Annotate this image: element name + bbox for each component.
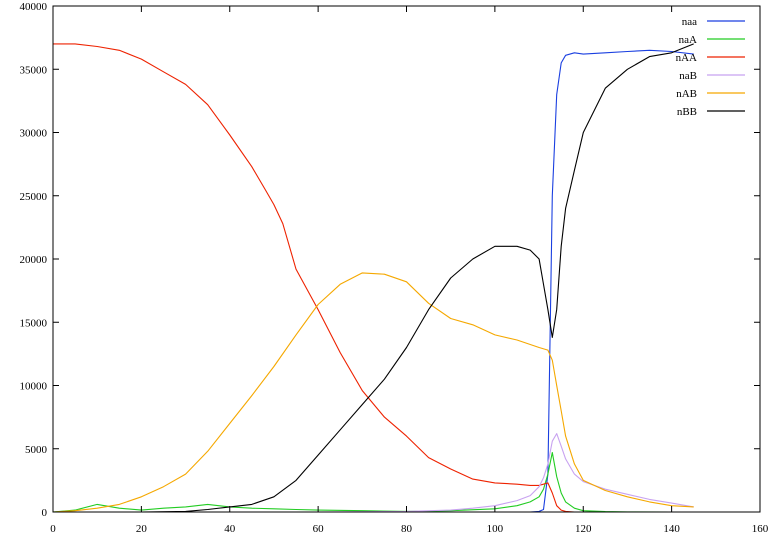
legend-label-nAB: nAB bbox=[676, 88, 697, 100]
legend-label-nAA: nAA bbox=[676, 52, 697, 64]
y-tick-label: 0 bbox=[42, 507, 48, 519]
series-line-nBB bbox=[53, 43, 694, 513]
x-tick-label: 120 bbox=[575, 523, 592, 535]
ticks-layer: 0 20 40 60 80 100 120 140 160 0 5000 10000 15000 2000… bbox=[20, 1, 769, 535]
series-line-nAA bbox=[53, 43, 606, 513]
y-tick-label: 30000 bbox=[20, 128, 48, 140]
y-tick-label: 10000 bbox=[20, 381, 48, 393]
y-tick-label: 35000 bbox=[20, 64, 48, 76]
series-line-naB bbox=[53, 433, 694, 513]
x-tick-label: 0 bbox=[50, 523, 56, 535]
y-tick-label: 5000 bbox=[25, 444, 48, 456]
series-line-naA bbox=[52, 451, 694, 513]
legend: naa naA nAA naB nAB nBB bbox=[676, 16, 745, 118]
y-tick-label: 20000 bbox=[20, 254, 48, 266]
series-layer bbox=[52, 43, 694, 513]
y-tick-label: 25000 bbox=[20, 191, 48, 203]
legend-label-nBB: nBB bbox=[677, 106, 697, 118]
legend-label-naa: naa bbox=[682, 16, 697, 28]
y-tick-label: 15000 bbox=[20, 317, 48, 329]
series-line-naa bbox=[53, 49, 694, 513]
x-tick-label: 140 bbox=[663, 523, 680, 535]
y-tick-label: 40000 bbox=[20, 1, 48, 13]
x-tick-label: 160 bbox=[752, 523, 769, 535]
series-line-nAB bbox=[52, 272, 694, 513]
x-tick-label: 20 bbox=[136, 523, 148, 535]
x-tick-label: 100 bbox=[487, 523, 504, 535]
x-tick-label: 80 bbox=[401, 523, 413, 535]
x-tick-label: 40 bbox=[224, 523, 236, 535]
legend-label-naB: naB bbox=[679, 70, 697, 82]
x-tick-label: 60 bbox=[313, 523, 325, 535]
legend-label-naA: naA bbox=[679, 34, 697, 46]
